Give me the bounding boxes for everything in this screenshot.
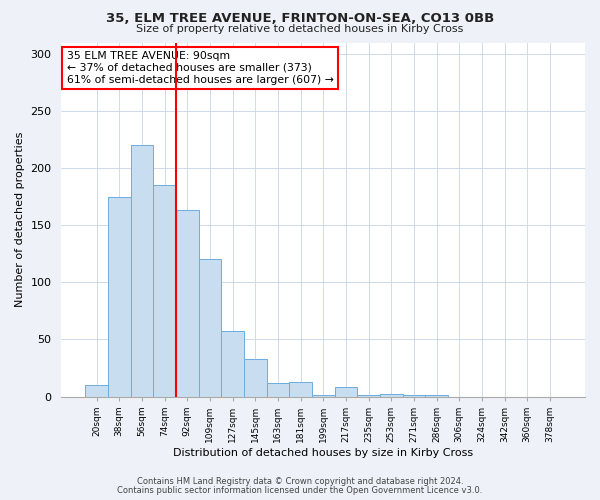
Text: 35, ELM TREE AVENUE, FRINTON-ON-SEA, CO13 0BB: 35, ELM TREE AVENUE, FRINTON-ON-SEA, CO1… xyxy=(106,12,494,26)
Bar xyxy=(199,260,221,396)
Text: Size of property relative to detached houses in Kirby Cross: Size of property relative to detached ho… xyxy=(136,24,464,34)
Text: Contains HM Land Registry data © Crown copyright and database right 2024.: Contains HM Land Registry data © Crown c… xyxy=(137,477,463,486)
Bar xyxy=(221,332,244,396)
Bar xyxy=(335,388,357,396)
Bar xyxy=(289,382,312,396)
Bar xyxy=(176,210,199,396)
Bar xyxy=(244,359,266,397)
Bar xyxy=(108,196,131,396)
Bar xyxy=(85,385,108,396)
Bar xyxy=(153,186,176,396)
X-axis label: Distribution of detached houses by size in Kirby Cross: Distribution of detached houses by size … xyxy=(173,448,473,458)
Y-axis label: Number of detached properties: Number of detached properties xyxy=(15,132,25,307)
Text: Contains public sector information licensed under the Open Government Licence v3: Contains public sector information licen… xyxy=(118,486,482,495)
Bar xyxy=(266,383,289,396)
Text: 35 ELM TREE AVENUE: 90sqm
← 37% of detached houses are smaller (373)
61% of semi: 35 ELM TREE AVENUE: 90sqm ← 37% of detac… xyxy=(67,52,334,84)
Bar xyxy=(131,146,153,396)
Bar xyxy=(380,394,403,396)
